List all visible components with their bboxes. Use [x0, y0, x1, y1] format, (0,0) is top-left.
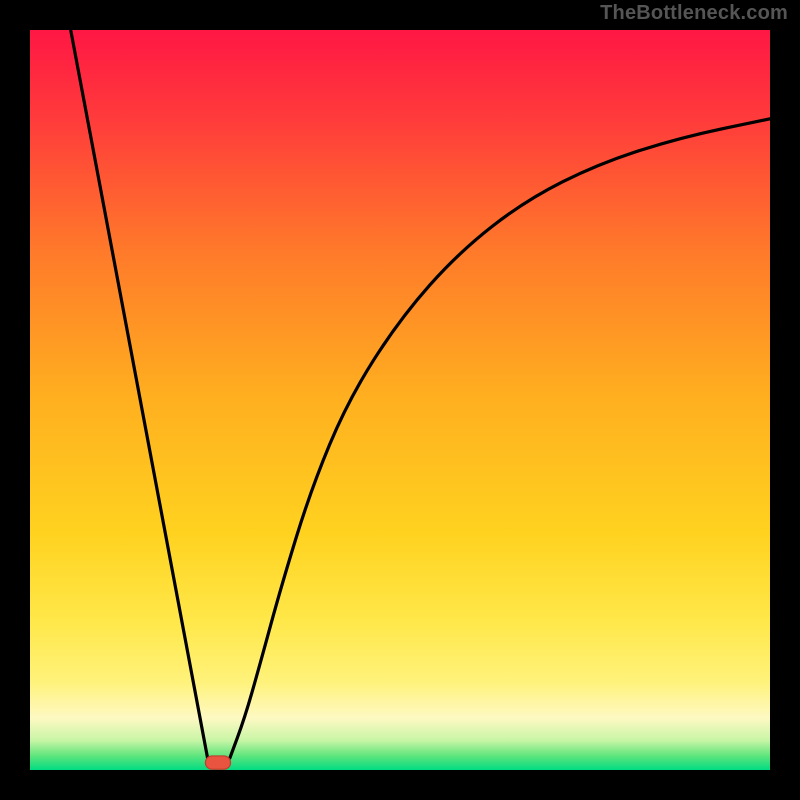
- optimum-marker: [205, 756, 230, 769]
- chart-stage: TheBottleneck.com: [0, 0, 800, 800]
- bottleneck-chart: [0, 0, 800, 800]
